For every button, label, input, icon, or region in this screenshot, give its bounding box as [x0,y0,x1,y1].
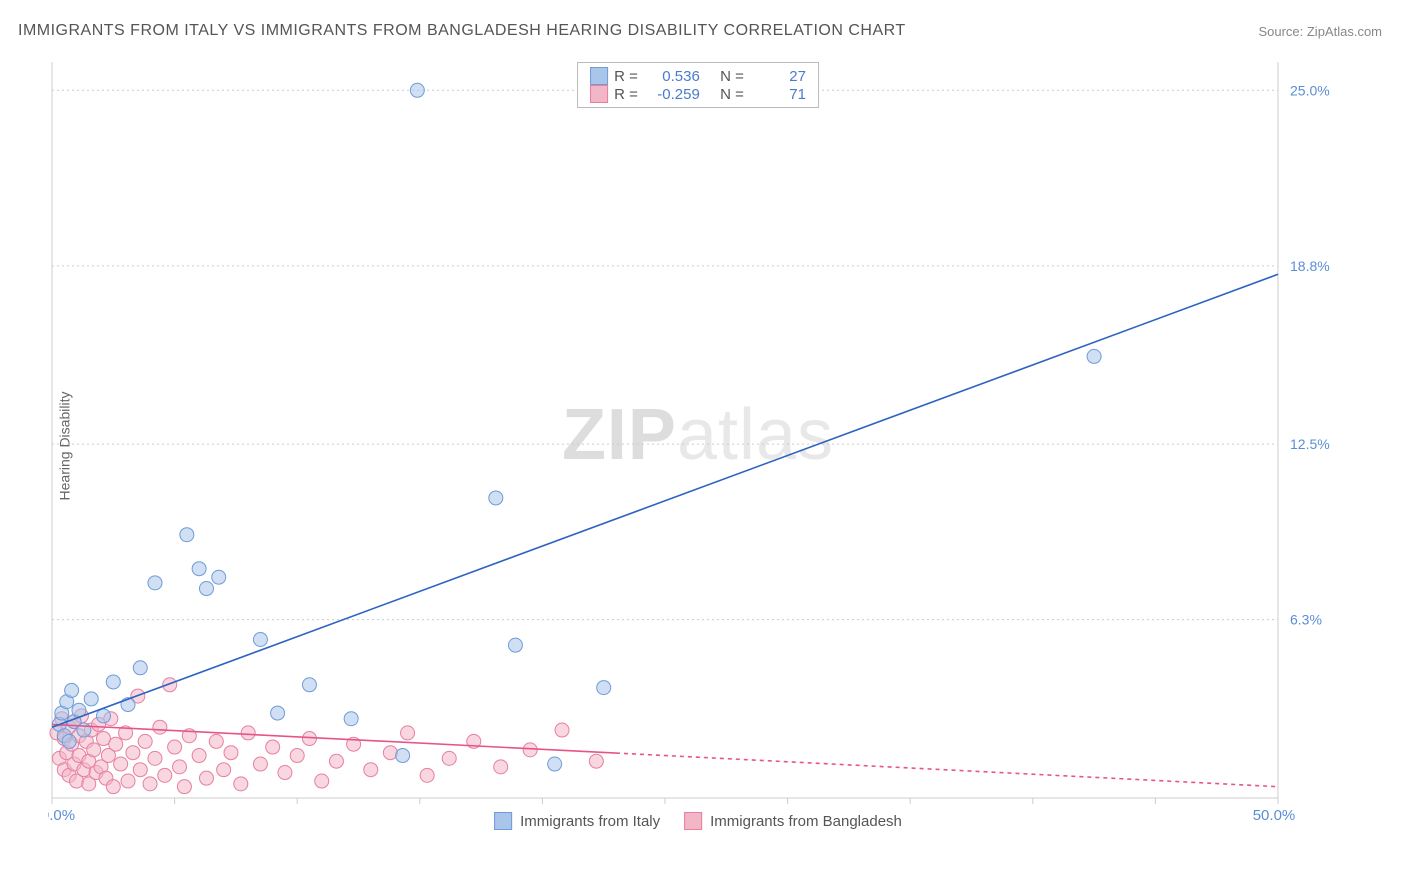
legend-item-italy: Immigrants from Italy [494,812,660,830]
legend-label-italy: Immigrants from Italy [520,813,660,830]
chart-svg: 6.3% 12.5% 18.8% 25.0% 0.0% 50.0% [48,58,1348,828]
legend-label-bangladesh: Immigrants from Bangladesh [710,813,902,830]
r-label: R = [614,68,638,85]
source-attribution: Source: ZipAtlas.com [1258,24,1382,39]
legend-row-italy: R = 0.536 N = 27 [590,67,806,85]
swatch-bangladesh [684,812,702,830]
n-label: N = [720,86,744,103]
swatch-bangladesh [590,85,608,103]
swatch-italy [590,67,608,85]
plot-area: ZIPatlas 6.3%12.5%18.8%25.0%0.0%50.0% R … [48,58,1348,828]
r-value-bangladesh: -0.259 [644,86,700,103]
legend-row-bangladesh: R = -0.259 N = 71 [590,85,806,103]
swatch-italy [494,812,512,830]
r-label: R = [614,86,638,103]
n-label: N = [720,68,744,85]
svg-text:50.0%: 50.0% [1253,807,1296,824]
n-value-bangladesh: 71 [750,86,806,103]
svg-text:18.8%: 18.8% [1290,258,1330,274]
svg-text:25.0%: 25.0% [1290,82,1330,98]
n-value-italy: 27 [750,68,806,85]
legend-item-bangladesh: Immigrants from Bangladesh [684,812,902,830]
svg-text:6.3%: 6.3% [1290,612,1322,628]
svg-text:12.5%: 12.5% [1290,436,1330,452]
r-value-italy: 0.536 [644,68,700,85]
legend-correlation-box: R = 0.536 N = 27 R = -0.259 N = 71 [577,62,819,108]
legend-series: Immigrants from Italy Immigrants from Ba… [494,812,902,830]
svg-text:0.0%: 0.0% [48,807,75,824]
chart-title: IMMIGRANTS FROM ITALY VS IMMIGRANTS FROM… [18,22,906,40]
